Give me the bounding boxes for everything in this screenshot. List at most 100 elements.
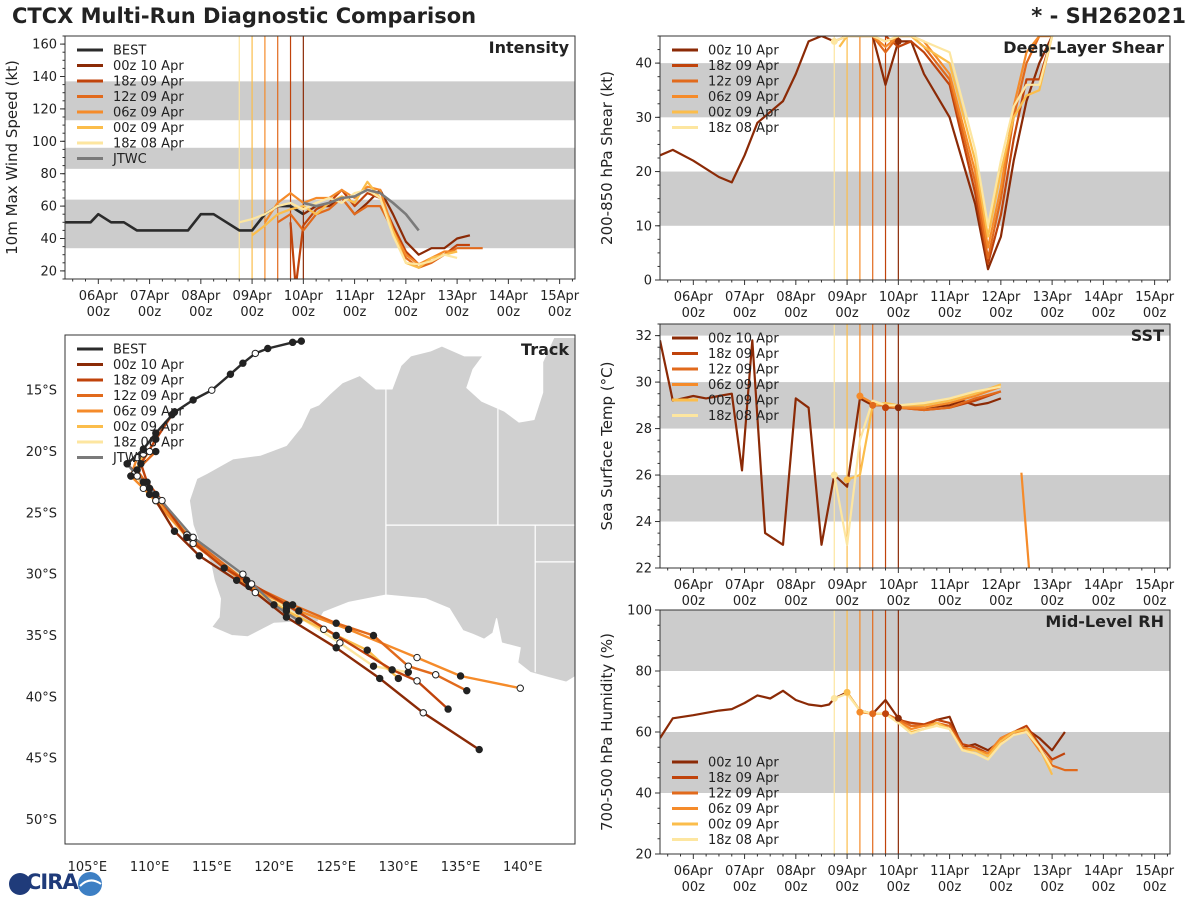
track-point-best xyxy=(139,445,148,453)
legend-label-rh-18z-08-apr: 18z 08 Apr xyxy=(708,833,779,848)
track-point-06z-09-apr xyxy=(516,684,524,692)
track-point-06z-09-apr xyxy=(413,653,421,662)
xtick-label-track: 115°E xyxy=(192,860,232,875)
panel-sst: 22242628303206Apr00z07Apr00z08Apr00z09Ap… xyxy=(598,323,1175,609)
ytick-label-shear: 40 xyxy=(635,57,652,72)
series-sst-18z-08-apr xyxy=(833,385,1002,546)
track-point-best xyxy=(152,429,160,437)
track-point-best xyxy=(189,396,197,404)
xtick-sublabel-rh: 00z xyxy=(682,880,706,895)
xtick-label-sst: 14Apr xyxy=(1084,578,1124,593)
xtick-sublabel-rh: 00z xyxy=(733,880,757,895)
track-point-12z-09-apr xyxy=(463,686,471,695)
track-point-best xyxy=(208,386,216,394)
track-map xyxy=(123,337,575,754)
xtick-label-sst: 10Apr xyxy=(879,578,919,593)
init-marker-rh-00z-10-apr xyxy=(894,714,902,722)
xtick-label-sst: 06Apr xyxy=(674,578,714,593)
track-point-12z-09-apr xyxy=(404,662,413,670)
track-point-06z-09-apr xyxy=(344,625,353,634)
legend-label-shear-18z-08-apr: 18z 08 Apr xyxy=(708,121,779,136)
xtick-sublabel-sst: 00z xyxy=(733,594,757,609)
xtick-sublabel-shear: 00z xyxy=(887,306,911,321)
xtick-sublabel-sst: 00z xyxy=(989,594,1013,609)
series-shear-18z-08-apr xyxy=(833,36,1054,227)
track-point-00z-09-apr xyxy=(363,646,371,654)
track-point-18z-09-apr xyxy=(388,666,396,674)
xtick-sublabel-rh: 00z xyxy=(1092,880,1116,895)
ytick-label-rh: 40 xyxy=(635,787,652,802)
legend-label-sst-18z-09-apr: 18z 09 Apr xyxy=(708,347,779,362)
legend-label-shear-18z-09-apr: 18z 09 Apr xyxy=(708,59,779,74)
track-point-18z-08-apr xyxy=(369,662,378,670)
xtick-sublabel-sst: 00z xyxy=(887,594,911,609)
ytick-label-track: 25°S xyxy=(26,506,57,521)
xtick-sublabel-rh: 00z xyxy=(989,880,1013,895)
series-intensity-best xyxy=(65,204,304,232)
init-marker-sst-00z-09-apr xyxy=(843,476,851,484)
series-sst-06z-09-apr xyxy=(1020,472,1031,568)
panel-title-rh: Mid-Level RH xyxy=(1045,612,1164,631)
xtick-label-rh: 10Apr xyxy=(879,864,919,879)
band-rh-1 xyxy=(660,610,1170,671)
track-point-00z-10-apr xyxy=(251,588,260,597)
ytick-label-shear: 30 xyxy=(635,111,652,126)
xtick-sublabel-shear: 00z xyxy=(1092,306,1116,321)
init-marker-sst-06z-09-apr xyxy=(856,392,864,400)
track-point-12z-09-apr xyxy=(152,447,160,456)
xtick-label-rh: 07Apr xyxy=(725,864,765,879)
track-point-00z-09-apr xyxy=(320,625,328,634)
xtick-sublabel-shear: 00z xyxy=(733,306,757,321)
xtick-sublabel-sst: 00z xyxy=(784,594,808,609)
track-point-best xyxy=(251,349,260,358)
xtick-label-intensity: 13Apr xyxy=(438,289,478,304)
track-point-best xyxy=(170,408,179,416)
legend-label-shear-06z-09-apr: 06z 09 Apr xyxy=(708,90,779,105)
track-point-best xyxy=(226,370,235,378)
legend-label-rh-00z-10-apr: 00z 10 Apr xyxy=(708,756,779,771)
xtick-label-rh: 08Apr xyxy=(776,864,816,879)
xtick-sublabel-shear: 00z xyxy=(938,306,962,321)
legend-label-sst-06z-09-apr: 06z 09 Apr xyxy=(708,378,779,393)
ytick-label-intensity: 140 xyxy=(32,70,57,85)
series-shear-00z-09-apr xyxy=(838,36,1054,238)
xtick-label-track: 130°E xyxy=(379,860,419,875)
xtick-label-sst: 12Apr xyxy=(981,578,1021,593)
xtick-label-intensity: 10Apr xyxy=(284,289,324,304)
xtick-label-rh: 06Apr xyxy=(674,864,714,879)
xtick-sublabel-rh: 00z xyxy=(835,880,859,895)
legend-label-shear-00z-09-apr: 00z 09 Apr xyxy=(708,106,779,121)
ytick-label-intensity: 160 xyxy=(32,38,57,53)
xtick-sublabel-shear: 00z xyxy=(1143,306,1167,321)
ytick-label-track: 35°S xyxy=(26,629,57,644)
track-point-12z-09-apr xyxy=(133,466,141,474)
band-sst-2 xyxy=(660,324,1170,336)
ytick-label-intensity: 40 xyxy=(40,232,57,247)
band-rh-0 xyxy=(660,732,1170,793)
init-marker-sst-00z-10-apr xyxy=(894,404,902,412)
xtick-label-rh: 13Apr xyxy=(1033,864,1073,879)
xtick-label-intensity: 06Apr xyxy=(79,289,119,304)
xtick-sublabel-sst: 00z xyxy=(682,594,706,609)
xtick-sublabel-intensity: 00z xyxy=(138,305,162,320)
xtick-sublabel-shear: 00z xyxy=(682,306,706,321)
xtick-label-rh: 11Apr xyxy=(930,864,970,879)
init-marker-sst-12z-09-apr xyxy=(869,401,877,409)
ytick-label-track: 50°S xyxy=(26,813,57,828)
track-point-jtwc xyxy=(152,490,160,499)
ytick-label-intensity: 100 xyxy=(32,135,57,150)
xtick-sublabel-sst: 00z xyxy=(938,594,962,609)
legend-label-shear-00z-10-apr: 00z 10 Apr xyxy=(708,44,779,59)
xtick-label-shear: 14Apr xyxy=(1084,290,1124,305)
legend-label-intensity-00z-10-apr: 00z 10 Apr xyxy=(113,59,184,74)
xtick-label-shear: 08Apr xyxy=(776,290,816,305)
ytick-label-sst: 26 xyxy=(635,469,652,484)
ylabel-sst: Sea Surface Temp (°C) xyxy=(598,361,616,530)
legend-label-sst-00z-10-apr: 00z 10 Apr xyxy=(708,332,779,347)
xtick-sublabel-intensity: 00z xyxy=(394,305,418,320)
track-point-18z-09-apr xyxy=(183,533,191,542)
track-point-00z-10-apr xyxy=(170,527,179,535)
legend-label-track-06z-09-apr: 06z 09 Apr xyxy=(113,405,184,420)
panel-rh: 2040608010006Apr00z07Apr00z08Apr00z09Apr… xyxy=(598,604,1175,896)
xtick-label-intensity: 08Apr xyxy=(181,289,221,304)
